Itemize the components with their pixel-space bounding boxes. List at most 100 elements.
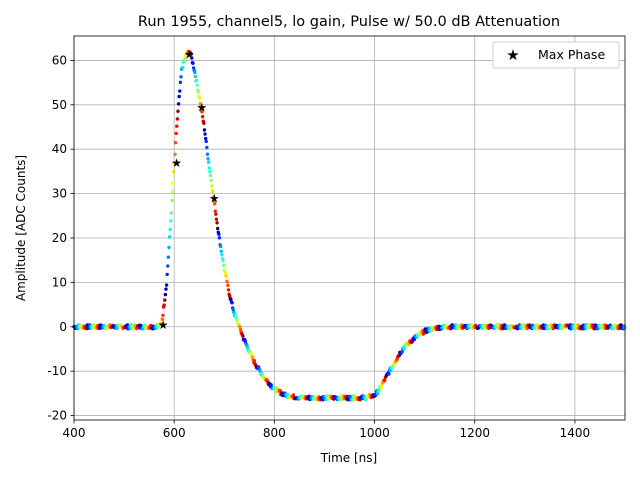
data-point [213,209,217,213]
data-point [223,271,228,276]
data-point [221,263,226,268]
data-point [200,114,205,119]
data-point [163,298,167,302]
data-point [168,227,172,232]
data-points [72,49,627,402]
max-phase-star: ★ [171,156,182,170]
data-point [214,217,219,221]
data-point [250,355,255,359]
y-axis-label: Amplitude [ADC Counts] [14,155,28,301]
data-point [430,328,434,333]
data-point [203,136,208,141]
data-point [178,89,182,93]
data-point [181,65,185,70]
data-point [226,283,230,288]
data-point [172,161,177,165]
y-tick-label: 50 [52,98,67,112]
data-point [387,372,391,376]
data-point [161,313,165,317]
data-point [291,393,296,397]
x-tick-label: 1200 [459,426,490,440]
data-point [208,169,212,174]
data-point [167,245,171,250]
data-point [209,178,213,183]
data-point [193,74,198,79]
data-point [191,61,195,65]
data-point [175,117,180,121]
max-phase-markers: ★ ★ ★ ★ ★ [158,47,220,332]
data-point [205,145,209,150]
data-point [229,297,233,301]
data-point [207,166,211,170]
data-point [221,258,225,263]
data-point [166,255,171,259]
x-tick-label: 800 [263,426,286,440]
plot-frame [73,35,626,421]
data-point [200,110,204,114]
y-tick-label: 10 [52,275,67,289]
x-tick-label: 400 [63,426,86,440]
y-tick-label: -20 [47,409,67,423]
data-point [208,173,213,178]
data-point [619,323,623,327]
data-point [202,121,206,125]
data-point [347,398,351,402]
data-point [189,52,193,56]
data-point [230,301,234,305]
data-point [206,157,210,161]
max-phase-star: ★ [196,101,207,115]
data-point [274,390,279,394]
data-point [238,324,242,329]
data-point [197,96,202,100]
data-point [171,181,175,185]
data-point [252,359,257,363]
data-point [176,102,181,106]
data-point [206,160,211,164]
data-point [169,219,173,223]
data-point [383,378,387,383]
data-point [224,274,228,278]
data-point [170,198,174,203]
chart-title: Run 1955, channel5, lo gain, Pulse w/ 50… [138,14,560,30]
y-tick-label: 60 [52,53,67,67]
data-point [217,236,222,240]
data-point [183,57,187,61]
data-point [202,128,207,132]
data-point [203,132,207,136]
max-phase-star: ★ [209,192,220,206]
legend-label: Max Phase [538,47,605,62]
data-point [172,170,176,174]
data-point [220,253,224,257]
data-point [576,323,581,327]
data-point [412,337,416,342]
data-point [226,288,231,292]
y-tick-label: 0 [59,320,67,334]
data-point [215,221,219,225]
data-point [235,317,239,322]
data-point [167,235,172,239]
data-point [212,199,216,203]
legend-star-icon: ★ [506,46,519,64]
data-point [164,283,169,287]
data-point [227,294,232,298]
data-point [218,244,223,249]
data-point [175,124,179,128]
data-point [238,327,243,332]
data-point [160,317,165,321]
max-phase-star: ★ [158,318,169,332]
data-point [176,109,180,113]
data-point [195,83,199,87]
data-point [225,280,229,284]
data-point [160,322,164,327]
data-point [211,195,216,199]
x-tick-label: 1000 [359,426,390,440]
grid [73,36,625,420]
data-point [199,103,203,107]
data-point [173,152,177,157]
data-point [214,212,218,216]
data-point [422,331,426,336]
data-point [170,190,175,194]
data-point [166,264,170,268]
data-point [177,94,181,99]
data-point [212,202,217,206]
